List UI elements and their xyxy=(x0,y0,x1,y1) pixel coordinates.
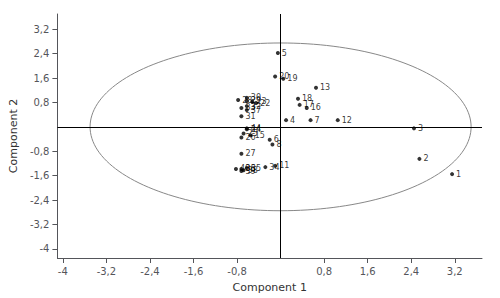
svg-text:-2,4: -2,4 xyxy=(30,195,50,206)
svg-text:12: 12 xyxy=(342,116,352,125)
svg-text:20: 20 xyxy=(279,72,289,81)
svg-text:2: 2 xyxy=(423,154,428,163)
svg-text:-4: -4 xyxy=(39,243,49,254)
svg-text:-2,4: -2,4 xyxy=(140,266,160,277)
svg-text:44: 44 xyxy=(251,124,261,133)
svg-text:2,4: 2,4 xyxy=(34,48,50,59)
svg-text:4: 4 xyxy=(290,116,295,125)
svg-text:39: 39 xyxy=(245,166,256,176)
svg-text:18: 18 xyxy=(302,94,312,103)
svg-text:8: 8 xyxy=(276,140,281,149)
svg-text:-0,8: -0,8 xyxy=(227,266,247,277)
svg-text:26: 26 xyxy=(245,133,255,142)
svg-text:2,4: 2,4 xyxy=(403,266,419,277)
svg-text:37: 37 xyxy=(251,106,261,115)
svg-text:40: 40 xyxy=(240,164,250,173)
svg-text:31: 31 xyxy=(245,111,256,121)
svg-text:Component 2: Component 2 xyxy=(7,99,20,173)
svg-text:3: 3 xyxy=(418,124,423,133)
svg-text:1: 1 xyxy=(456,170,461,179)
svg-text:0,8: 0,8 xyxy=(34,97,50,108)
svg-text:-0,8: -0,8 xyxy=(30,146,50,157)
svg-text:1,6: 1,6 xyxy=(360,266,376,277)
svg-text:1,6: 1,6 xyxy=(34,73,50,84)
svg-text:24: 24 xyxy=(251,125,261,134)
svg-text:11: 11 xyxy=(279,161,289,170)
svg-text:19: 19 xyxy=(287,74,298,84)
svg-text:7: 7 xyxy=(315,116,320,125)
svg-text:13: 13 xyxy=(320,83,330,92)
svg-text:23: 23 xyxy=(256,97,267,107)
svg-text:30: 30 xyxy=(250,93,261,103)
svg-text:5: 5 xyxy=(282,49,287,58)
svg-text:-3,2: -3,2 xyxy=(30,219,50,230)
svg-text:-1,6: -1,6 xyxy=(184,266,204,277)
svg-text:27: 27 xyxy=(245,149,255,158)
svg-text:3,2: 3,2 xyxy=(34,24,50,35)
svg-text:-3,2: -3,2 xyxy=(97,266,117,277)
svg-text:-4: -4 xyxy=(58,266,68,277)
svg-text:Component 1: Component 1 xyxy=(233,281,307,294)
svg-text:34: 34 xyxy=(269,163,279,172)
svg-text:15: 15 xyxy=(254,130,265,140)
svg-text:3,2: 3,2 xyxy=(447,266,463,277)
svg-text:-1,6: -1,6 xyxy=(30,170,50,181)
svg-text:16: 16 xyxy=(310,103,321,113)
svg-text:17: 17 xyxy=(303,100,314,110)
svg-text:0,8: 0,8 xyxy=(316,266,332,277)
